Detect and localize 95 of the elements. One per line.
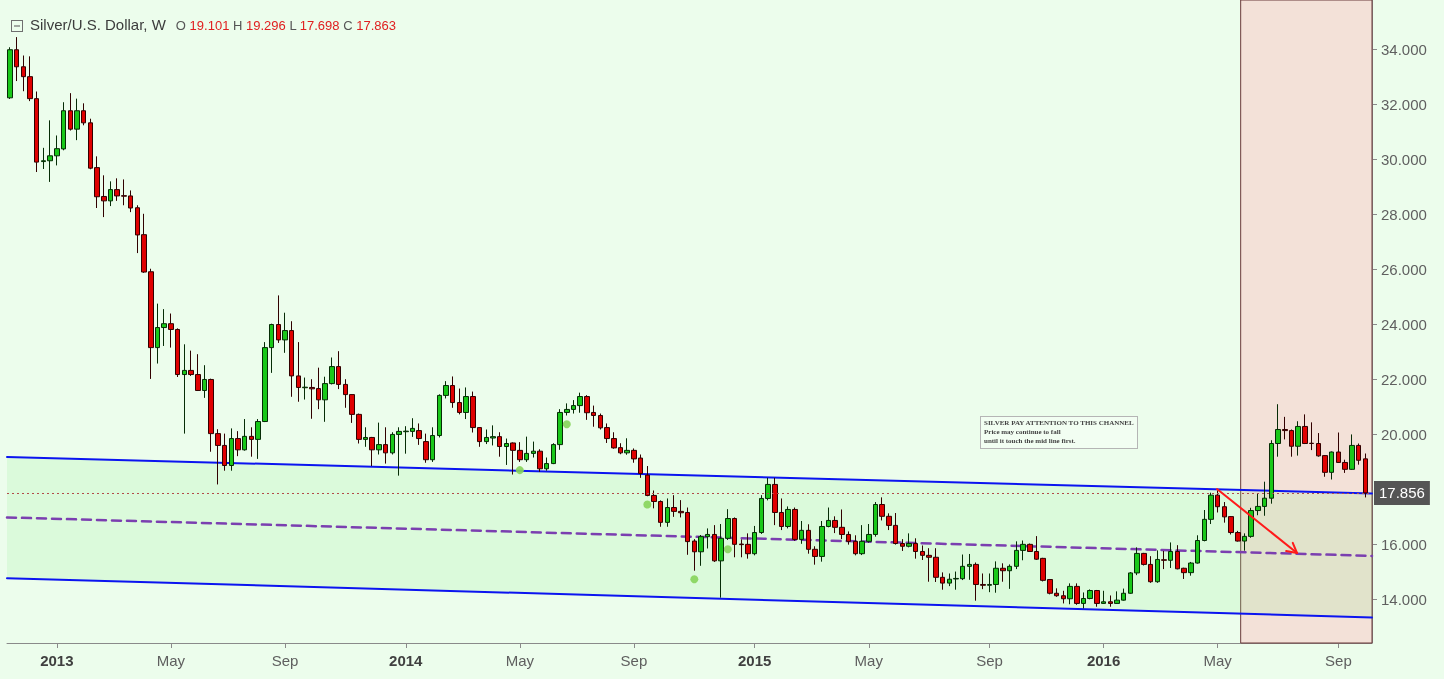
- candlestick: [416, 422, 422, 446]
- candlestick: [376, 422, 382, 455]
- x-tick-label: May: [156, 652, 186, 669]
- candlestick: [1215, 489, 1220, 513]
- candlestick: [202, 364, 207, 399]
- candlestick: [336, 350, 341, 390]
- y-tick-label: 14.000: [1381, 590, 1427, 608]
- candlestick: [967, 553, 972, 581]
- candlestick: [81, 102, 86, 126]
- candlestick: [108, 180, 113, 207]
- candlestick: [1074, 582, 1080, 606]
- x-tick-label: 2016: [1086, 652, 1121, 669]
- candlestick: [68, 92, 73, 132]
- y-tick-label: 16.000: [1381, 535, 1427, 553]
- candlestick: [1168, 541, 1173, 569]
- candlestick: [302, 377, 308, 401]
- candlestick: [14, 36, 19, 82]
- candlestick: [229, 427, 234, 472]
- x-tick-label: 2014: [389, 652, 424, 669]
- x-tick-label: Sep: [1325, 652, 1352, 669]
- candlestick: [1155, 549, 1160, 584]
- candlestick: [450, 375, 455, 409]
- candlestick: [1101, 590, 1106, 605]
- candlestick: [692, 538, 697, 572]
- candlestick: [249, 426, 254, 458]
- candlestick: [504, 438, 509, 466]
- candlestick: [799, 520, 804, 545]
- candlestick: [423, 433, 429, 464]
- candlestick: [282, 312, 288, 354]
- candlestick: [900, 538, 905, 552]
- point: [723, 545, 732, 554]
- y-tick-label: 34.000: [1381, 40, 1427, 58]
- candlestick: [430, 426, 435, 463]
- x-tick-label: Sep: [976, 652, 1003, 669]
- candlestick: [1094, 589, 1100, 608]
- candlestick: [544, 457, 549, 472]
- candlestick: [792, 507, 798, 542]
- candlestick: [289, 320, 294, 398]
- candlestick: [712, 524, 717, 563]
- y-tick-label: 32.000: [1381, 95, 1427, 113]
- candlestick: [1067, 582, 1073, 605]
- candlestick: [531, 441, 536, 459]
- candlestick: [913, 537, 918, 560]
- candlestick: [182, 343, 187, 435]
- candlestick: [242, 418, 247, 452]
- candlestick: [74, 98, 80, 141]
- text: Silver/U.S. Dollar, W: [30, 16, 166, 33]
- x-tick-label: Sep: [620, 652, 648, 669]
- x-tick-label: 2013: [40, 652, 74, 669]
- candlestick: [369, 436, 375, 467]
- ref-line-label: 17.856: [1379, 484, 1425, 502]
- candlestick: [624, 437, 630, 456]
- candlestick: [1161, 550, 1167, 570]
- x-tick-label: May: [854, 652, 884, 669]
- candlestick: [1007, 563, 1012, 590]
- x-tick-label: May: [1203, 652, 1233, 669]
- y-tick-label: 28.000: [1381, 205, 1427, 223]
- candlestick: [665, 497, 670, 528]
- x-tick-label: 2015: [738, 652, 772, 669]
- candlestick: [537, 448, 543, 473]
- candlestick: [463, 386, 469, 420]
- candlestick: [1000, 562, 1006, 583]
- y-tick-label: 30.000: [1381, 150, 1427, 168]
- candlestick: [1349, 433, 1355, 471]
- point: [515, 466, 524, 475]
- x-tick-label: Sep: [271, 652, 299, 669]
- candlestick: [1061, 590, 1066, 604]
- candlestick: [853, 534, 858, 556]
- candlestick: [457, 388, 462, 415]
- candlestick: [383, 426, 388, 465]
- candlestick: [276, 294, 281, 344]
- candlestick: [363, 426, 368, 448]
- point: [643, 500, 652, 509]
- y-tick-label: 22.000: [1381, 370, 1427, 388]
- y-tick-label: 26.000: [1381, 260, 1427, 278]
- candlestick: [296, 341, 301, 403]
- candlestick: [524, 436, 529, 463]
- candlestick: [1108, 594, 1113, 608]
- point: [690, 575, 699, 584]
- candlestick: [1329, 450, 1334, 480]
- x-tick-label: May: [505, 652, 535, 669]
- candlestick: [785, 505, 791, 529]
- candlestick: [752, 525, 757, 556]
- candlestick: [7, 46, 13, 100]
- candlestick: [732, 516, 737, 558]
- y-tick-label: 20.000: [1381, 425, 1427, 443]
- candlestick: [1363, 453, 1368, 498]
- candlestick: [235, 430, 241, 457]
- text: O 19.101 H 19.296 L 17.698 C 17.863: [175, 18, 396, 33]
- candlestick: [497, 431, 502, 458]
- candlestick: [906, 532, 912, 548]
- y-tick-label: 24.000: [1381, 315, 1427, 333]
- candlestick: [1356, 443, 1361, 466]
- point: [562, 420, 571, 429]
- candlestick: [1295, 420, 1301, 457]
